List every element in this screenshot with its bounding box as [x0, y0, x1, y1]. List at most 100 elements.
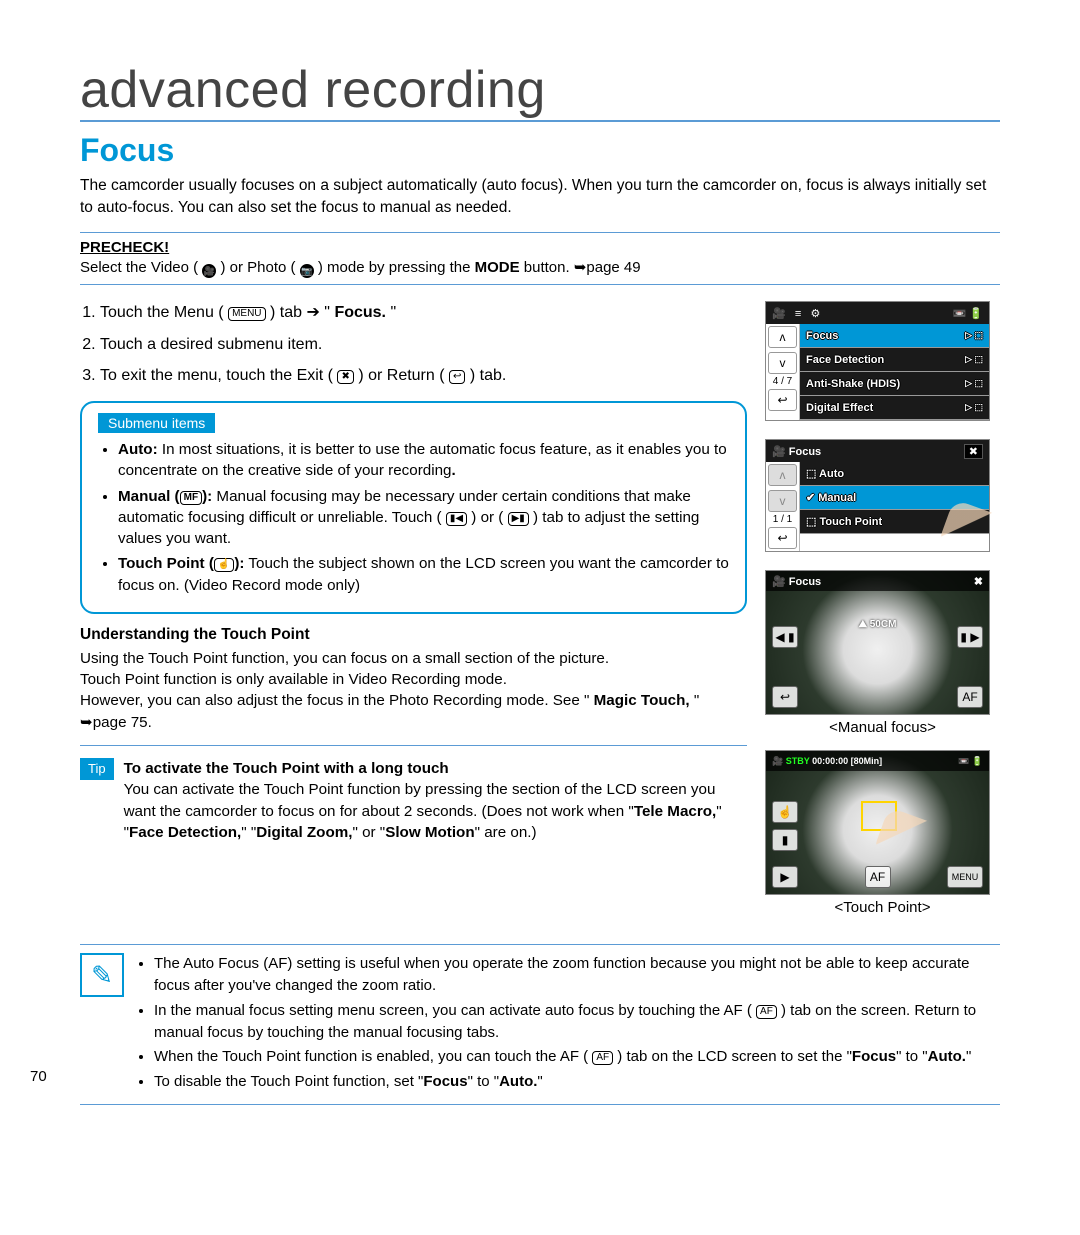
t: In most situations, it is better to use …: [118, 441, 727, 479]
t: ) or (: [471, 509, 503, 526]
t: ) tab.: [470, 367, 506, 384]
t: Touch the Menu (: [100, 304, 224, 321]
menu-row[interactable]: Face Detection▷ ⬚: [800, 348, 989, 372]
icon-btn[interactable]: ☝: [772, 801, 798, 823]
far-icon: ▶▮: [508, 512, 529, 526]
touchpoint-p3: However, you can also adjust the focus i…: [80, 690, 747, 733]
lcd2-title: Focus: [789, 446, 821, 458]
exit-icon: ✖: [337, 370, 353, 384]
t: You can activate the Touch Point functio…: [124, 781, 716, 819]
t: " or ": [352, 824, 385, 841]
note-1: The Auto Focus (AF) setting is useful wh…: [154, 953, 1000, 997]
t: Focus.: [334, 304, 386, 321]
page-number: 70: [30, 1068, 47, 1085]
video-icon: 🎥: [202, 264, 216, 278]
return-btn[interactable]: ↩: [768, 389, 797, 411]
return-btn[interactable]: ↩: [772, 686, 798, 708]
note-icon: ✎: [80, 953, 124, 997]
t: Auto.: [499, 1073, 537, 1090]
tip-block: Tip To activate the Touch Point with a l…: [80, 758, 747, 843]
t: ": [537, 1073, 542, 1090]
t: " are on.): [475, 824, 537, 841]
note-2: In the manual focus setting menu screen,…: [154, 1000, 1000, 1044]
step-3: To exit the menu, touch the Exit ( ✖ ) o…: [100, 364, 747, 387]
t: Focus: [852, 1048, 896, 1065]
note-4: To disable the Touch Point function, set…: [154, 1071, 1000, 1093]
af-btn[interactable]: AF: [957, 686, 983, 708]
down-btn: v: [768, 490, 797, 512]
t: Select the Video (: [80, 259, 198, 276]
t: Slow Motion: [385, 824, 474, 841]
icon-btn[interactable]: ▮: [772, 829, 798, 851]
t: ):: [202, 488, 212, 505]
chapter-title: advanced recording: [80, 60, 1000, 122]
submenu-box: Submenu items Auto: In most situations, …: [80, 401, 747, 614]
focus-near-btn[interactable]: ◀ ▮: [772, 626, 798, 648]
af-icon: AF: [756, 1005, 777, 1019]
t: " to ": [896, 1048, 928, 1065]
t: Focus: [789, 576, 821, 588]
t: button. ➥page 49: [524, 259, 641, 276]
focus-far-btn[interactable]: ▮ ▶: [957, 626, 983, 648]
t: [80Min]: [851, 756, 883, 766]
t: 00:00:00: [812, 756, 848, 766]
t: Face Detection,: [129, 824, 241, 841]
stby: STBY: [786, 756, 810, 766]
menu-row[interactable]: Anti-Shake (HDIS)▷ ⬚: [800, 372, 989, 396]
page-indicator: 1 / 1: [766, 514, 799, 525]
t: " to ": [468, 1073, 500, 1090]
t: To exit the menu, touch the Exit (: [100, 367, 333, 384]
menu-icon: MENU: [228, 307, 265, 321]
lcd-touch-point: 🎥 STBY 00:00:00 [80Min] 📼 🔋 ☝ ▮ ▶ AF MEN…: [765, 750, 990, 895]
close-btn[interactable]: ✖: [964, 444, 983, 459]
t: Manual (: [118, 488, 180, 505]
t: Focus: [423, 1073, 467, 1090]
t: In the manual focus setting menu screen,…: [154, 1002, 752, 1019]
caption-touchpoint: <Touch Point>: [765, 899, 1000, 916]
touchpoint-p2: Touch Point function is only available i…: [80, 669, 747, 690]
step-2: Touch a desired submenu item.: [100, 333, 747, 356]
menu-btn[interactable]: MENU: [947, 866, 983, 888]
t: Auto.: [928, 1048, 966, 1065]
notes-block: ✎ The Auto Focus (AF) setting is useful …: [80, 944, 1000, 1105]
menu-row[interactable]: ⬚ Auto: [800, 462, 989, 486]
photo-icon: 📷: [300, 264, 314, 278]
down-btn[interactable]: v: [768, 352, 797, 374]
tp-icon: ☝: [214, 558, 234, 572]
up-btn[interactable]: ʌ: [768, 326, 797, 348]
t: ) or Return (: [358, 367, 444, 384]
section-title: Focus: [80, 132, 1000, 169]
t: Digital Zoom,: [256, 824, 352, 841]
t: However, you can also adjust the focus i…: [80, 692, 589, 709]
return-icon: ↩: [449, 370, 465, 384]
submenu-manual: Manual (MF): Manual focusing may be nece…: [118, 486, 729, 550]
return-btn[interactable]: ↩: [768, 527, 797, 549]
t: ) tab on the LCD screen to set the ": [617, 1048, 852, 1065]
af-btn[interactable]: AF: [865, 866, 891, 888]
menu-row[interactable]: Digital Effect▷ ⬚: [800, 396, 989, 420]
tip-body: You can activate the Touch Point functio…: [124, 779, 747, 843]
t: ) tab ➔ ": [270, 304, 330, 321]
precheck-label: PRECHECK!: [80, 239, 1000, 256]
up-btn: ʌ: [768, 464, 797, 486]
t: Auto:: [118, 441, 158, 458]
lcd-menu-1: 🎥 ≡ ⚙📼 🔋 ʌ v 4 / 7 ↩ Focus▷ ⬚Face Detect…: [765, 301, 990, 421]
t: ": [966, 1048, 971, 1065]
lcd-manual-focus: 🎥 Focus ✖ ⛰ 50CM ◀ ▮ ▮ ▶ ↩ AF: [765, 570, 990, 715]
distance-label: ⛰ 50CM: [859, 619, 897, 630]
t: Touch Point (: [118, 555, 214, 572]
menu-row[interactable]: Focus▷ ⬚: [800, 324, 989, 348]
close-btn[interactable]: ✖: [974, 575, 983, 588]
step-1: Touch the Menu ( MENU ) tab ➔ " Focus. ": [100, 301, 747, 324]
t: When the Touch Point function is enabled…: [154, 1048, 588, 1065]
precheck-block: PRECHECK! Select the Video ( 🎥 ) or Phot…: [80, 232, 1000, 285]
note-3: When the Touch Point function is enabled…: [154, 1046, 1000, 1068]
af-icon: AF: [592, 1051, 613, 1065]
page-indicator: 4 / 7: [766, 376, 799, 387]
precheck-text: Select the Video ( 🎥 ) or Photo ( 📷 ) mo…: [80, 258, 1000, 278]
submenu-touchpoint: Touch Point (☝): Touch the subject shown…: [118, 553, 729, 596]
t: ):: [234, 555, 244, 572]
play-btn[interactable]: ▶: [772, 866, 798, 888]
submenu-auto: Auto: In most situations, it is better t…: [118, 439, 729, 482]
t: To disable the Touch Point function, set…: [154, 1073, 423, 1090]
